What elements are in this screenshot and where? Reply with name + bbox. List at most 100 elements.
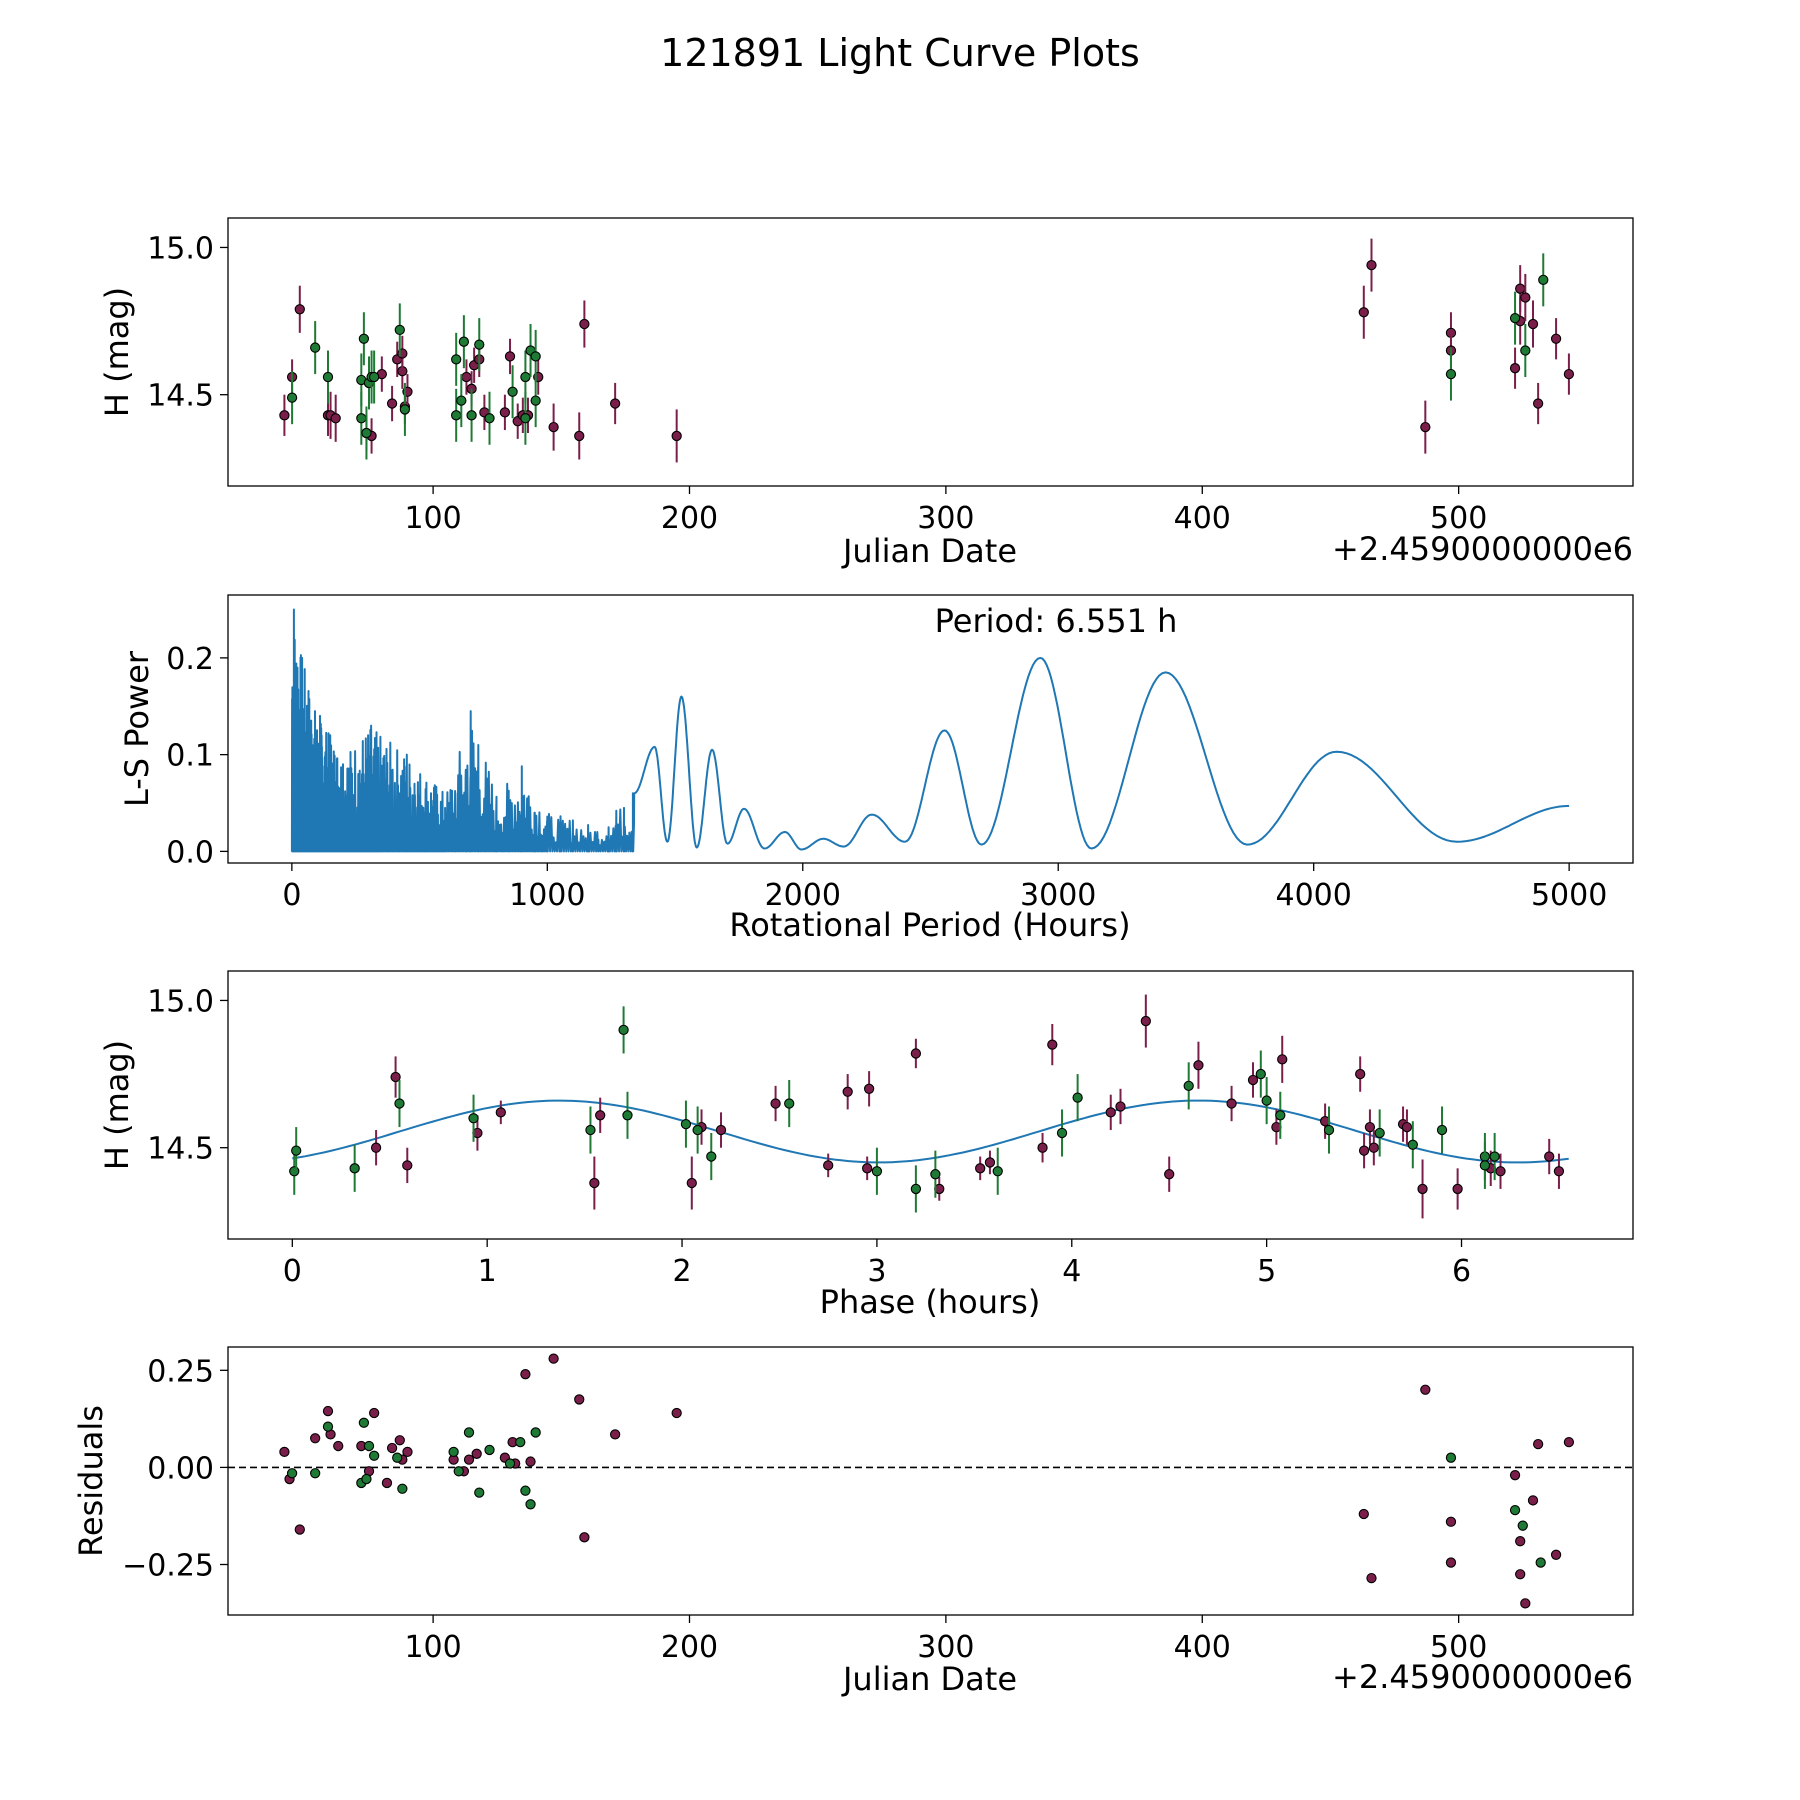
x-tick-label: 400 bbox=[1174, 1630, 1231, 1665]
data-point-red bbox=[1226, 1098, 1237, 1109]
data-point-red bbox=[1563, 368, 1575, 380]
data-point-red bbox=[1358, 307, 1369, 318]
data-point-green bbox=[1535, 1557, 1546, 1568]
data-point-green bbox=[1261, 1095, 1272, 1106]
data-point-green bbox=[1489, 1151, 1500, 1162]
y-tick-label: 0.2 bbox=[166, 642, 214, 677]
panel-phased-plot bbox=[289, 994, 1569, 1219]
data-point-red bbox=[1452, 1183, 1463, 1195]
data-point-red bbox=[390, 1071, 401, 1083]
data-point-green bbox=[368, 371, 380, 383]
y-tick-label: 0.00 bbox=[147, 1451, 214, 1486]
x-tick-label: 4 bbox=[1062, 1254, 1081, 1289]
data-point-red bbox=[984, 1157, 996, 1168]
data-point-red bbox=[548, 1353, 559, 1364]
panel-periodogram-ylabel: L-S Power bbox=[118, 650, 156, 807]
data-point-green bbox=[463, 1427, 475, 1438]
data-point-red bbox=[1509, 363, 1521, 374]
data-point-red bbox=[1047, 1039, 1058, 1050]
panel-residuals-ylabel: Residuals bbox=[72, 1405, 110, 1557]
data-point-red bbox=[823, 1160, 834, 1171]
x-tick-label: 6 bbox=[1452, 1254, 1471, 1289]
data-point-red bbox=[1550, 1549, 1562, 1560]
x-tick-label: 1000 bbox=[509, 878, 585, 913]
panel-light-curve-offset: +2.4590000000e6 bbox=[1332, 530, 1633, 568]
data-point-red bbox=[279, 410, 290, 421]
data-point-red bbox=[1515, 1569, 1526, 1580]
x-tick-label: 3 bbox=[867, 1254, 886, 1289]
data-point-red bbox=[1550, 333, 1562, 344]
y-tick-label: 0.0 bbox=[166, 835, 214, 870]
data-point-red bbox=[1527, 1495, 1539, 1506]
data-point-green bbox=[622, 1110, 633, 1121]
data-point-red bbox=[579, 318, 590, 330]
data-point-green bbox=[468, 1113, 479, 1124]
x-tick-label: 300 bbox=[917, 1630, 974, 1665]
data-point-green bbox=[474, 1487, 485, 1498]
data-point-red bbox=[394, 1435, 405, 1446]
data-point-green bbox=[289, 1166, 300, 1177]
data-point-green bbox=[507, 386, 518, 397]
data-point-red bbox=[294, 304, 305, 315]
data-point-green bbox=[349, 1163, 360, 1174]
data-point-green bbox=[1323, 1124, 1335, 1136]
data-point-green bbox=[520, 371, 531, 383]
data-point-red bbox=[1140, 1015, 1151, 1027]
data-point-green bbox=[1275, 1110, 1286, 1121]
data-point-red bbox=[975, 1163, 986, 1174]
data-point-red bbox=[1366, 1572, 1377, 1584]
data-point-red bbox=[1532, 398, 1544, 409]
data-point-green bbox=[784, 1098, 795, 1109]
data-point-green bbox=[1479, 1160, 1491, 1171]
periodogram-line bbox=[290, 608, 1570, 853]
panel-residuals-offset: +2.4590000000e6 bbox=[1332, 1658, 1633, 1696]
data-point-green bbox=[286, 392, 298, 403]
x-tick-label: 4000 bbox=[1276, 878, 1352, 913]
panel-residuals-plot bbox=[228, 1353, 1633, 1609]
x-tick-label: 200 bbox=[661, 1630, 718, 1665]
x-tick-label: 300 bbox=[917, 501, 974, 536]
data-point-green bbox=[310, 1468, 321, 1479]
data-point-red bbox=[1364, 1121, 1376, 1133]
data-point-red bbox=[1355, 1068, 1366, 1080]
data-point-red bbox=[863, 1083, 875, 1094]
data-point-green bbox=[466, 410, 477, 421]
x-tick-label: 5 bbox=[1257, 1254, 1276, 1289]
x-tick-label: 2000 bbox=[765, 878, 841, 913]
x-tick-label: 0 bbox=[283, 1254, 302, 1289]
panel-phased-xlabel: Phase (hours) bbox=[820, 1283, 1041, 1321]
data-point-red bbox=[842, 1086, 853, 1097]
data-point-red bbox=[1420, 421, 1431, 433]
x-tick-label: 100 bbox=[404, 1630, 461, 1665]
y-tick-label: 15.0 bbox=[147, 231, 214, 266]
panel-periodogram-axes: 0 1000 2000 3000 4000 5000 0.0 0.1 0.2 bbox=[166, 642, 1607, 913]
data-point-green bbox=[1436, 1124, 1448, 1136]
y-tick-label: 15.0 bbox=[147, 984, 214, 1019]
data-point-green bbox=[520, 1485, 531, 1496]
data-point-red bbox=[520, 1369, 531, 1380]
data-point-red bbox=[579, 1532, 590, 1543]
panel-phased-frame bbox=[227, 970, 1634, 1240]
data-point-red bbox=[1105, 1107, 1116, 1118]
data-point-red bbox=[770, 1098, 781, 1109]
data-point-red bbox=[368, 1407, 380, 1419]
data-point-green bbox=[358, 1417, 370, 1428]
data-point-red bbox=[461, 371, 472, 383]
data-point-green bbox=[361, 427, 372, 439]
panel-periodogram-frame bbox=[227, 594, 1634, 864]
panel-periodogram-xlabel: Rotational Period (Hours) bbox=[729, 906, 1130, 944]
data-point-red bbox=[574, 430, 585, 442]
x-tick-label: 1 bbox=[478, 1254, 497, 1289]
data-point-green bbox=[310, 342, 321, 353]
data-point-red bbox=[1527, 318, 1539, 330]
data-point-green bbox=[1538, 274, 1549, 285]
panel-residuals: 100 200 300 400 500 −0.25 0.00 0.25 Julian Date… bbox=[72, 1346, 1634, 1698]
data-point-red bbox=[609, 1429, 621, 1440]
data-point-green bbox=[361, 1473, 372, 1485]
data-point-red bbox=[1544, 1151, 1555, 1162]
data-point-green bbox=[456, 395, 467, 406]
data-point-green bbox=[358, 333, 370, 344]
data-point-green bbox=[520, 413, 531, 424]
data-point-green bbox=[910, 1183, 922, 1195]
x-tick-label: 200 bbox=[661, 501, 718, 536]
